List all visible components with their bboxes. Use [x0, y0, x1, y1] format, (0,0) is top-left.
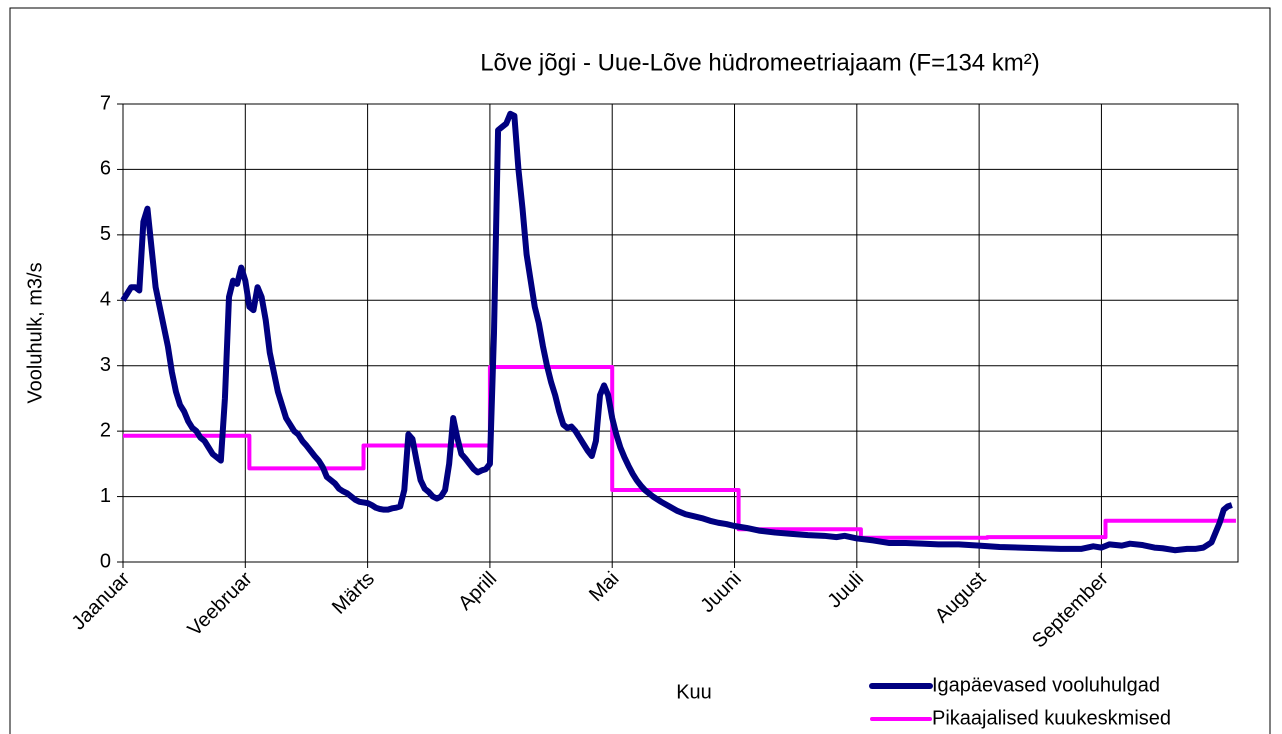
y-tick-label: 5 — [100, 223, 111, 245]
y-tick-label: 2 — [100, 419, 111, 441]
y-tick-label: 7 — [100, 92, 111, 114]
y-tick-label: 0 — [100, 550, 111, 572]
data-line — [123, 365, 1236, 540]
plot-area — [123, 104, 1238, 562]
y-tick-label: 1 — [100, 485, 111, 507]
y-tick-label: 3 — [100, 354, 111, 376]
x-axis-label: Kuu — [676, 681, 712, 703]
data-line — [120, 110, 1233, 554]
y-tick-label: 4 — [100, 289, 111, 311]
plot-border — [122, 103, 1239, 563]
legend-label: Pikaajalised kuukeskmised — [932, 707, 1171, 729]
y-axis-label: Vooluhulk, m3/s — [24, 262, 46, 403]
legend-label: Igapäevased vooluhulgad — [932, 674, 1160, 696]
chart-title: Lõve jõgi - Uue-Lõve hüdromeetriajaam (F… — [480, 49, 1040, 76]
y-tick-label: 6 — [100, 158, 111, 180]
